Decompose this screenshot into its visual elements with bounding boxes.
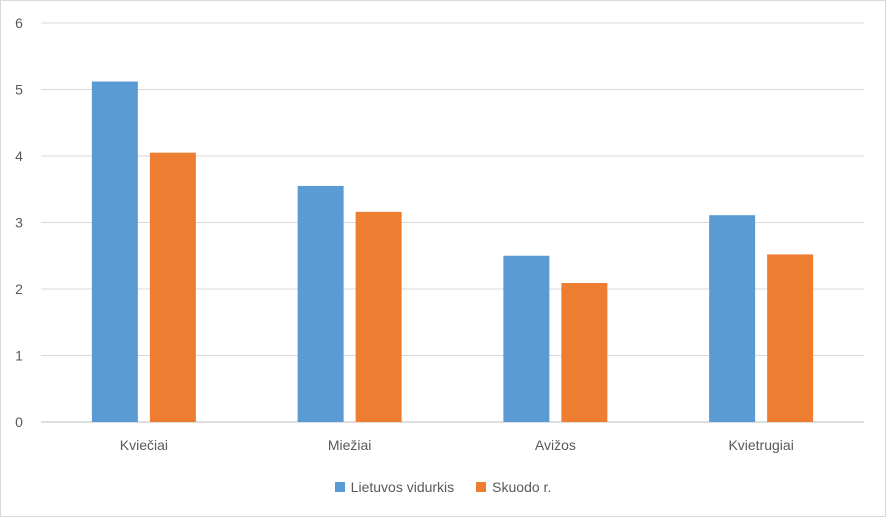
legend-swatch-blue xyxy=(334,482,345,492)
bar-lietuvos-vidurkis xyxy=(503,255,550,422)
legend-label: Lietuvos vidurkis xyxy=(350,479,455,495)
y-tick-label: 2 xyxy=(15,281,23,297)
bar-chart: 0 1 2 3 4 5 6 Kviečiai Miežiai Avižos Kvietrugiai xyxy=(15,15,864,453)
x-tick-label: Avižos xyxy=(535,437,576,453)
x-tick-label: Kviečiai xyxy=(120,437,168,453)
bar-lietuvos-vidurkis xyxy=(91,81,138,423)
y-tick-label: 3 xyxy=(15,215,23,231)
legend-swatch-orange xyxy=(476,482,487,492)
bar-lietuvos-vidurkis xyxy=(297,185,344,422)
y-tick-label: 0 xyxy=(15,414,23,430)
legend-item-skuodo-r: Skuodo r. xyxy=(476,479,551,495)
bar-lietuvos-vidurkis xyxy=(709,215,756,422)
bar-skuodo-r xyxy=(355,211,402,422)
x-tick-label: Miežiai xyxy=(328,437,372,453)
legend: Lietuvos vidurkis Skuodo r. xyxy=(1,479,885,495)
y-tick-label: 1 xyxy=(15,348,23,364)
bar-skuodo-r xyxy=(149,152,196,423)
y-tick-label: 6 xyxy=(15,15,23,31)
legend-item-lietuvos-vidurkis: Lietuvos vidurkis xyxy=(334,479,455,495)
y-tick-label: 4 xyxy=(15,148,23,164)
y-tick-label: 5 xyxy=(15,82,23,98)
bar-skuodo-r xyxy=(561,283,608,422)
legend-label: Skuodo r. xyxy=(492,479,552,495)
x-tick-label: Kvietrugiai xyxy=(728,437,793,453)
bar-skuodo-r xyxy=(767,254,814,422)
